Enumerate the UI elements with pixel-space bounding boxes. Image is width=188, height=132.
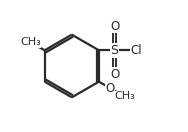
Text: Cl: Cl — [130, 44, 142, 57]
Text: CH₃: CH₃ — [20, 37, 41, 47]
Text: O: O — [110, 20, 119, 33]
Text: O: O — [106, 82, 115, 95]
Text: S: S — [111, 44, 119, 57]
Text: CH₃: CH₃ — [114, 91, 135, 101]
Text: O: O — [110, 68, 119, 81]
